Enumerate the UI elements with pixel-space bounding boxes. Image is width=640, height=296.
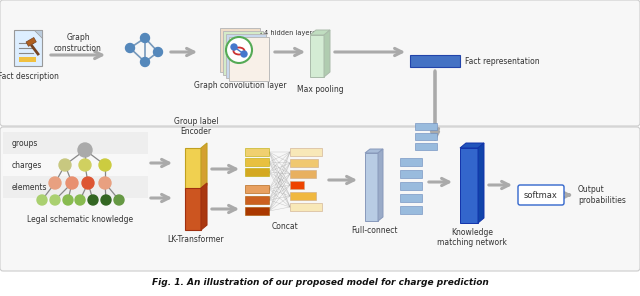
Circle shape: [231, 44, 237, 50]
Circle shape: [226, 37, 252, 63]
Text: Output
probabilities: Output probabilities: [578, 185, 626, 205]
Text: 4 hidden layers: 4 hidden layers: [264, 30, 316, 36]
Circle shape: [75, 195, 85, 205]
Bar: [400, 158, 422, 166]
FancyBboxPatch shape: [223, 31, 263, 75]
Bar: [410, 55, 460, 67]
FancyBboxPatch shape: [0, 127, 640, 271]
Circle shape: [78, 143, 92, 157]
Circle shape: [114, 195, 124, 205]
Bar: [365, 153, 378, 221]
Text: Fact representation: Fact representation: [465, 57, 540, 65]
Circle shape: [154, 47, 163, 57]
Bar: [400, 170, 422, 178]
Bar: [400, 182, 422, 190]
Circle shape: [66, 177, 78, 189]
Polygon shape: [201, 183, 207, 230]
FancyBboxPatch shape: [226, 34, 266, 78]
Polygon shape: [378, 149, 383, 221]
Circle shape: [50, 195, 60, 205]
Text: groups: groups: [12, 139, 38, 147]
Polygon shape: [365, 149, 383, 153]
Circle shape: [63, 195, 73, 205]
Circle shape: [99, 159, 111, 171]
Bar: [245, 196, 269, 204]
Bar: [185, 188, 201, 230]
Bar: [245, 158, 269, 166]
Polygon shape: [478, 143, 484, 223]
Polygon shape: [201, 143, 207, 190]
Bar: [400, 194, 422, 202]
Text: Graph
construction: Graph construction: [54, 33, 102, 53]
Bar: [245, 185, 269, 193]
Text: LK-Transformer: LK-Transformer: [168, 235, 224, 244]
FancyBboxPatch shape: [14, 30, 42, 66]
Text: Full-connect: Full-connect: [351, 226, 397, 235]
Bar: [460, 148, 478, 223]
Circle shape: [88, 195, 98, 205]
Bar: [245, 168, 269, 176]
FancyBboxPatch shape: [0, 0, 640, 126]
Bar: [290, 159, 318, 167]
Text: Graph convolution layer: Graph convolution layer: [194, 81, 286, 90]
Bar: [290, 170, 316, 178]
FancyBboxPatch shape: [229, 37, 269, 81]
Text: Concat: Concat: [271, 222, 298, 231]
Text: softmax: softmax: [524, 191, 558, 200]
FancyBboxPatch shape: [220, 28, 260, 72]
Bar: [3, 154, 148, 176]
Polygon shape: [460, 143, 484, 148]
Circle shape: [99, 177, 111, 189]
Text: Legal schematic knowledge: Legal schematic knowledge: [27, 215, 133, 224]
Text: elements: elements: [12, 183, 47, 192]
Bar: [415, 143, 437, 150]
Bar: [26, 38, 36, 46]
Bar: [19, 57, 36, 62]
Bar: [245, 148, 269, 156]
FancyBboxPatch shape: [518, 185, 564, 205]
Circle shape: [241, 51, 247, 57]
Polygon shape: [324, 30, 330, 77]
Circle shape: [49, 177, 61, 189]
Bar: [415, 123, 437, 130]
Circle shape: [37, 195, 47, 205]
Bar: [3, 176, 148, 198]
Bar: [290, 192, 316, 200]
Circle shape: [141, 57, 150, 67]
Bar: [3, 132, 148, 154]
Bar: [185, 148, 201, 190]
Circle shape: [79, 159, 91, 171]
Polygon shape: [34, 30, 42, 38]
Text: Group label
Encoder: Group label Encoder: [173, 117, 218, 136]
Text: Max pooling: Max pooling: [297, 85, 343, 94]
Circle shape: [59, 159, 71, 171]
Text: Fig. 1. An illustration of our proposed model for charge prediction: Fig. 1. An illustration of our proposed …: [152, 278, 488, 287]
Circle shape: [125, 44, 134, 52]
Bar: [290, 181, 304, 189]
Bar: [290, 148, 322, 156]
Bar: [290, 203, 322, 211]
FancyBboxPatch shape: [310, 35, 324, 77]
Text: Knowledge
matching network: Knowledge matching network: [437, 228, 507, 247]
Circle shape: [141, 33, 150, 43]
Circle shape: [82, 177, 94, 189]
Polygon shape: [310, 30, 330, 35]
Bar: [245, 207, 269, 215]
Text: charges: charges: [12, 160, 42, 170]
Text: Fact description: Fact description: [0, 72, 58, 81]
Bar: [400, 206, 422, 214]
Circle shape: [101, 195, 111, 205]
Bar: [415, 133, 437, 140]
